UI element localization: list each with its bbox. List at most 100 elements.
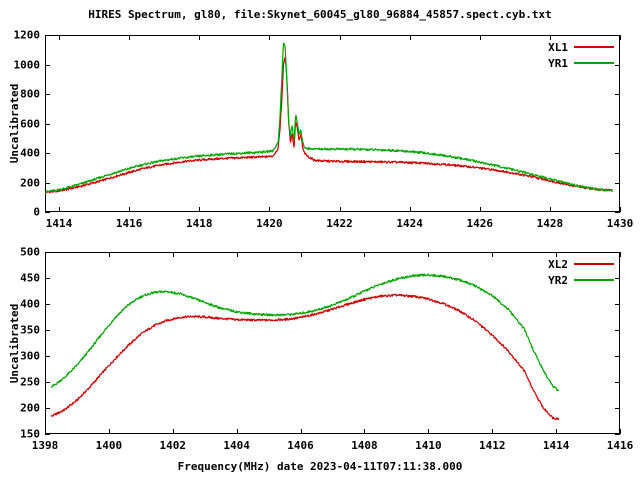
x-axis-tick: [173, 252, 174, 257]
y-axis-tick: [45, 35, 50, 36]
x-axis-tick: [59, 207, 60, 212]
x-axis-tick-label: 1400: [96, 439, 123, 452]
x-axis-tick: [109, 429, 110, 434]
x-axis-tick-label: 1402: [160, 439, 187, 452]
y-axis-tick: [615, 153, 620, 154]
legend-label: XL2: [548, 258, 568, 271]
y-axis-tick: [45, 94, 50, 95]
x-axis-tick-label: 1414: [543, 439, 570, 452]
y-axis-tick-label: 200: [20, 176, 40, 189]
top-plot-panel: 0200400600800100012001414141614181420142…: [45, 35, 620, 212]
y-axis-tick-label: 600: [20, 117, 40, 130]
x-axis-tick: [364, 252, 365, 257]
x-axis-tick: [620, 35, 621, 40]
y-axis-tick-label: 350: [20, 324, 40, 337]
y-axis-tick: [615, 212, 620, 213]
x-axis-title: Frequency(MHz) date 2023-04-11T07:11:38.…: [0, 460, 640, 473]
y-axis-tick-label: 450: [20, 272, 40, 285]
x-axis-tick: [301, 252, 302, 257]
page-title: HIRES Spectrum, gl80, file:Skynet_60045_…: [0, 8, 640, 21]
bottom-plot-panel: 1502002503003504004505001398140014021404…: [45, 252, 620, 434]
y-axis-tick: [45, 212, 50, 213]
y-axis-tick-label: 300: [20, 350, 40, 363]
x-axis-tick: [301, 429, 302, 434]
y-axis-tick-label: 800: [20, 88, 40, 101]
x-axis-tick: [620, 207, 621, 212]
y-axis-tick-label: 250: [20, 376, 40, 389]
x-axis-tick: [550, 207, 551, 212]
y-axis-tick: [615, 183, 620, 184]
x-axis-tick: [620, 252, 621, 257]
x-axis-tick: [59, 35, 60, 40]
x-axis-tick-label: 1426: [467, 217, 494, 230]
x-axis-tick-label: 1416: [607, 439, 634, 452]
y-axis-tick-label: 200: [20, 402, 40, 415]
x-axis-tick-label: 1430: [607, 217, 634, 230]
data-series-yr2: [52, 274, 560, 391]
y-axis-tick: [45, 408, 50, 409]
x-axis-tick: [340, 207, 341, 212]
y-axis-tick-label: 1000: [14, 58, 41, 71]
x-axis-tick: [340, 35, 341, 40]
x-axis-tick-label: 1398: [32, 439, 59, 452]
y-axis-tick-label: 0: [33, 206, 40, 219]
y-axis-tick: [615, 304, 620, 305]
y-axis-tick: [615, 408, 620, 409]
y-axis-tick: [615, 382, 620, 383]
x-axis-tick: [620, 429, 621, 434]
bottom-plot-y-axis-title: Uncalibrated: [8, 303, 21, 382]
y-axis-tick-label: 1200: [14, 29, 41, 42]
plot-window: HIRES Spectrum, gl80, file:Skynet_60045_…: [0, 0, 640, 480]
x-axis-tick-label: 1416: [116, 217, 143, 230]
x-axis-tick: [237, 252, 238, 257]
y-axis-tick: [45, 382, 50, 383]
x-axis-tick-label: 1420: [256, 217, 283, 230]
y-axis-tick-label: 500: [20, 246, 40, 259]
top-plot-y-axis-title: Uncalibrated: [8, 84, 21, 163]
x-axis-tick: [269, 35, 270, 40]
x-axis-tick: [480, 207, 481, 212]
legend-entry: YR1: [548, 55, 614, 71]
legend-color-swatch: [574, 62, 614, 64]
y-axis-tick: [45, 183, 50, 184]
legend-label: YR2: [548, 274, 568, 287]
legend-entry: XL1: [548, 39, 614, 55]
x-axis-tick: [237, 429, 238, 434]
x-axis-tick: [129, 35, 130, 40]
y-axis-tick: [615, 278, 620, 279]
x-axis-tick-label: 1406: [287, 439, 314, 452]
y-axis-tick: [45, 304, 50, 305]
x-axis-tick: [45, 429, 46, 434]
y-axis-tick: [615, 330, 620, 331]
y-axis-tick: [615, 124, 620, 125]
x-axis-tick-label: 1404: [223, 439, 250, 452]
y-axis-tick: [45, 278, 50, 279]
x-axis-tick: [199, 207, 200, 212]
x-axis-tick-label: 1410: [415, 439, 442, 452]
legend-entry: YR2: [548, 272, 614, 288]
bottom-plot-canvas: [45, 252, 620, 434]
y-axis-tick: [615, 434, 620, 435]
y-axis-tick: [45, 330, 50, 331]
y-axis-tick: [45, 153, 50, 154]
x-axis-tick: [199, 35, 200, 40]
y-axis-tick: [615, 65, 620, 66]
legend-color-swatch: [574, 263, 614, 265]
x-axis-tick-label: 1418: [186, 217, 213, 230]
x-axis-tick: [410, 35, 411, 40]
legend-label: XL1: [548, 41, 568, 54]
bottom-plot-legend: XL2YR2: [548, 256, 614, 288]
y-axis-tick: [615, 356, 620, 357]
x-axis-tick: [410, 207, 411, 212]
x-axis-tick: [269, 207, 270, 212]
y-axis-tick-label: 400: [20, 147, 40, 160]
y-axis-tick: [615, 94, 620, 95]
x-axis-tick: [428, 252, 429, 257]
y-axis-tick: [45, 124, 50, 125]
x-axis-tick: [364, 429, 365, 434]
legend-entry: XL2: [548, 256, 614, 272]
top-plot-legend: XL1YR1: [548, 39, 614, 71]
legend-label: YR1: [548, 57, 568, 70]
x-axis-tick: [173, 429, 174, 434]
legend-color-swatch: [574, 46, 614, 48]
